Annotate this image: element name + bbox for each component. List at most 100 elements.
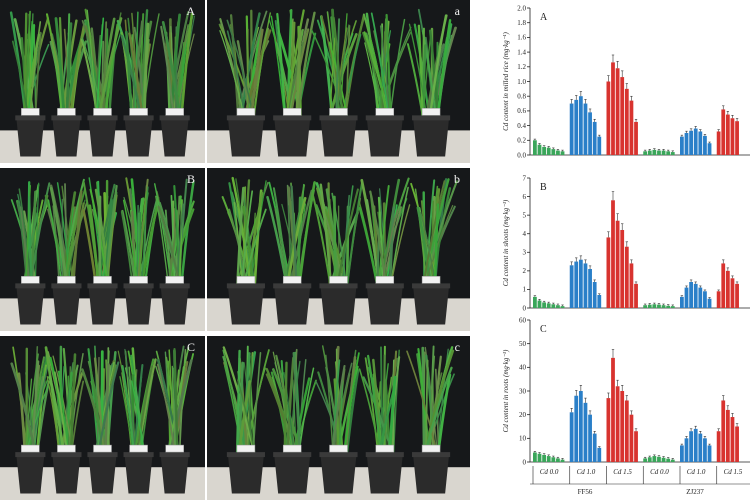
rice-plant [362, 12, 412, 119]
pot [88, 454, 117, 494]
rice-leaf [49, 187, 69, 287]
bar [698, 433, 703, 462]
rice-leaf [138, 191, 148, 287]
chart-panel: 0 1 2 3 4 5 6 7 Cd content in shoots (mg·kg⁻¹) B [502, 174, 750, 312]
rice-leaf [28, 196, 33, 287]
rice-leaf [250, 28, 264, 119]
rice-leaf [423, 366, 453, 456]
rice-leaf [18, 188, 33, 287]
plant-tag [93, 276, 112, 284]
bar [551, 304, 556, 308]
bar [716, 131, 721, 155]
bar [592, 433, 597, 462]
bar [569, 412, 574, 462]
rice-leaf [125, 30, 133, 119]
rice-leaf [180, 12, 194, 119]
plant-tag [165, 276, 184, 284]
pot-rim [51, 115, 82, 121]
bar [634, 121, 638, 155]
rice-plant [265, 348, 317, 456]
plant-tag [21, 444, 40, 453]
pot [320, 117, 357, 157]
rice-leaf [343, 352, 360, 455]
rice-leaf [121, 364, 136, 456]
bar [670, 459, 675, 462]
rice-plant [82, 177, 118, 287]
bar-group [533, 295, 565, 308]
bar [689, 282, 693, 308]
pot-rim [412, 452, 451, 458]
rice-leaf [290, 200, 296, 287]
bar [583, 263, 588, 308]
pot [320, 285, 357, 325]
photo-label: B [186, 172, 195, 186]
bar [684, 287, 689, 308]
rice-leaf [142, 22, 150, 119]
bar [703, 135, 707, 155]
bar [661, 457, 666, 462]
rice-leaf [141, 186, 149, 286]
bar [556, 150, 560, 155]
bar-group [643, 148, 675, 155]
y-axis-label: Cd content in roots (mg·kg⁻¹) [502, 349, 510, 432]
rice-leaf [242, 189, 256, 287]
plant-tag [21, 276, 40, 284]
bar [647, 457, 652, 462]
bar [657, 304, 661, 308]
rice-leaf [88, 177, 104, 287]
y-tick-label: 0 [523, 458, 527, 466]
bar-group [606, 54, 638, 155]
pot-rim [159, 452, 190, 458]
rice-leaf [25, 185, 31, 287]
rice-leaf [160, 25, 175, 119]
pot-rim [87, 115, 118, 121]
pot-rim [319, 283, 358, 289]
bar [560, 459, 565, 462]
rice-leaf [69, 353, 77, 456]
rice-leaf [428, 29, 440, 119]
pot [366, 454, 403, 494]
bar [666, 458, 671, 462]
rice-leaf [367, 354, 383, 456]
group-label: Cd 1.5 [613, 468, 632, 476]
pot [124, 117, 153, 157]
bar-group [569, 255, 602, 308]
bar [721, 263, 726, 308]
bar [597, 136, 602, 156]
pot-rim [123, 283, 154, 289]
bar [542, 146, 546, 155]
rice-plant [155, 345, 194, 456]
y-axis-label: Cd content in shoots (mg·kg⁻¹) [502, 199, 510, 286]
bar-group [643, 302, 675, 308]
plant-tag [21, 108, 40, 116]
rice-leaf [134, 11, 139, 119]
pot [160, 285, 189, 325]
bar [703, 291, 707, 308]
rice-leaf [120, 34, 143, 119]
bar [725, 409, 730, 462]
rice-leaf [252, 352, 262, 455]
bar [606, 398, 611, 462]
pot [413, 454, 450, 494]
rice-leaf [93, 357, 105, 456]
panel-label: C [540, 324, 547, 335]
rice-leaf [34, 182, 40, 286]
photo-label: C [186, 340, 195, 354]
rice-plant [406, 345, 455, 456]
rice-leaf [436, 19, 452, 119]
pot [413, 285, 450, 325]
rice-leaf [325, 354, 334, 455]
bar [620, 77, 625, 155]
pot-rim [87, 452, 118, 458]
pot-rim [365, 452, 404, 458]
pot-rim [123, 115, 154, 121]
plant-tag [236, 444, 256, 453]
pot-rim [15, 115, 46, 121]
rice-leaf [422, 180, 446, 287]
photo-label: b [454, 172, 460, 186]
bar [578, 391, 583, 462]
rice-leaf [54, 17, 66, 119]
bar [620, 230, 625, 308]
y-axis-label: Cd content in milled rice (mg·kg⁻¹) [502, 31, 510, 130]
plant-tag [282, 108, 302, 116]
